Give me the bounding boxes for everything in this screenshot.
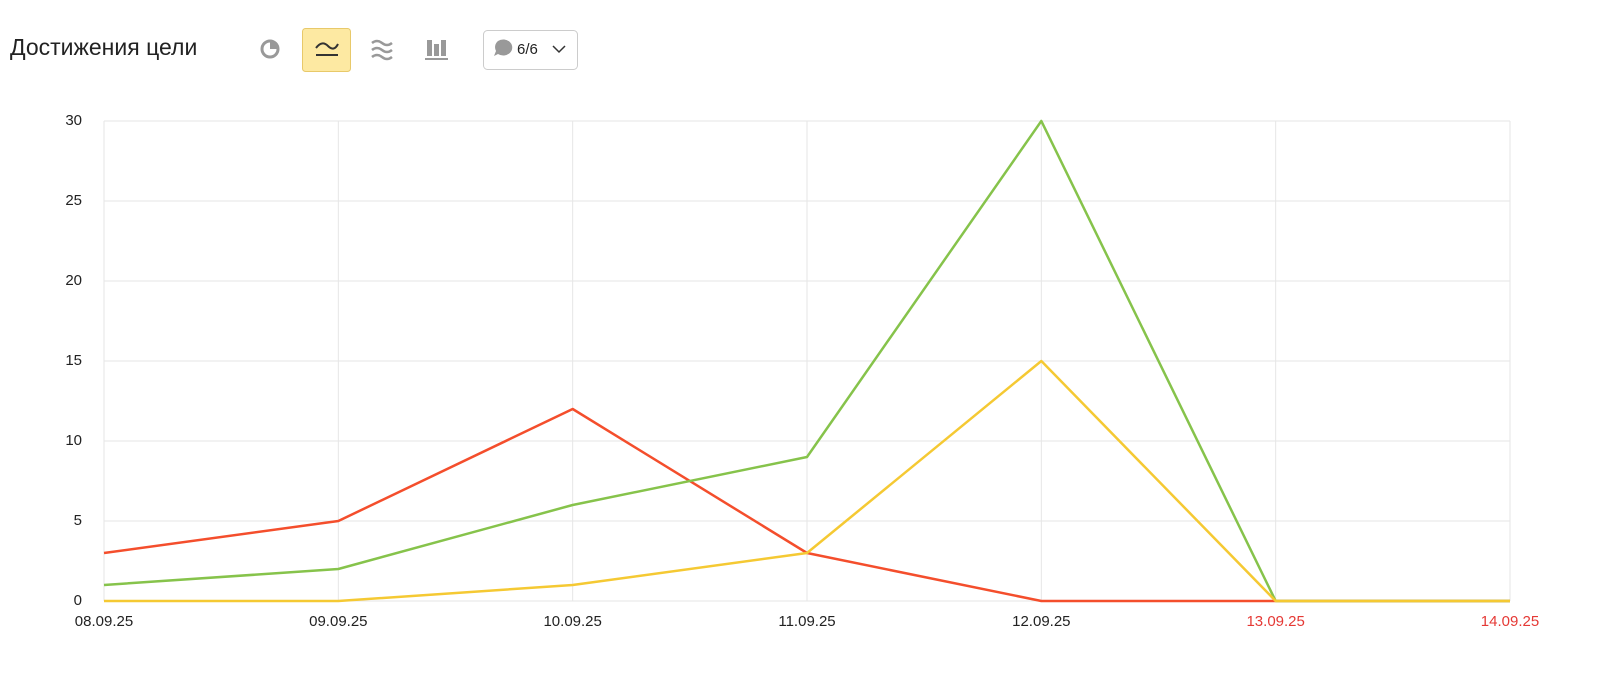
x-tick-label: 08.09.25 [75,613,133,630]
bar-view-button[interactable] [425,40,448,60]
y-tick-label: 10 [65,432,82,449]
series-line [104,359,1510,603]
y-tick-label: 5 [74,512,82,529]
y-tick-label: 15 [65,352,82,369]
line-view-button[interactable] [302,28,351,72]
y-tick-label: 0 [74,592,82,609]
pie-view-button[interactable] [260,39,280,59]
y-tick-label: 30 [65,112,82,129]
y-tick-label: 25 [65,192,82,209]
x-tick-label: 12.09.25 [1012,613,1070,630]
area-view-button[interactable] [371,39,393,61]
x-tick-label: 14.09.25 [1481,613,1539,630]
x-tick-label: 10.09.25 [543,613,601,630]
chart-title: Достижения цели [10,34,197,60]
y-tick-label: 20 [65,272,82,289]
x-tick-label: 13.09.25 [1246,613,1304,630]
x-tick-label: 11.09.25 [778,613,835,630]
x-tick-label: 09.09.25 [309,613,367,630]
series-counter: 6/6 [517,41,538,58]
series-selector[interactable]: 6/6 [483,30,578,70]
